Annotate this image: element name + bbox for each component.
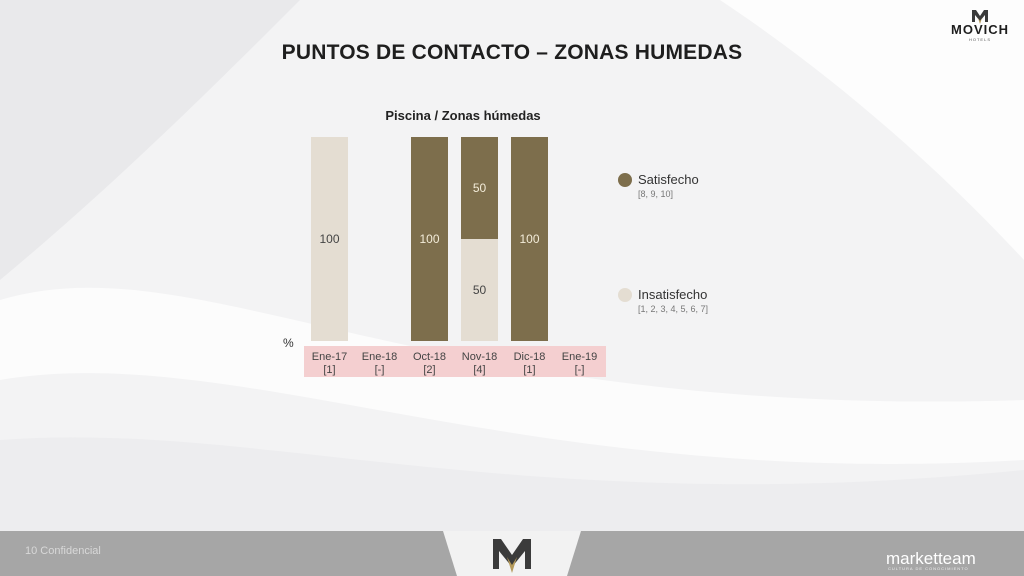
legend-range-satisfecho: [8, 9, 10] <box>638 189 674 199</box>
tick-count-ene-19: [-] <box>575 364 585 376</box>
legend-range-insatisfecho: [1, 2, 3, 4, 5, 6, 7] <box>638 304 709 314</box>
legend-swatch-insatisfecho <box>618 288 632 302</box>
footer-logo-icon <box>443 531 581 576</box>
tick-count-oct-18: [2] <box>423 364 435 376</box>
footer-page-text: 10 Confidencial <box>25 545 101 557</box>
data-label-insatisfecho-ene-17: 100 <box>319 232 339 246</box>
legend-label-insatisfecho: Insatisfecho <box>638 287 708 302</box>
logo-name: MOVICH <box>951 22 1009 37</box>
tick-label-oct-18: Oct-18 <box>413 351 446 363</box>
bar-satisfecho-oct-18 <box>411 137 448 341</box>
chart-title: Piscina / Zonas húmedas <box>385 108 541 123</box>
tick-count-dic-18: [1] <box>523 364 535 376</box>
category-band <box>304 346 606 377</box>
bar-satisfecho-nov-18 <box>461 137 498 239</box>
footer-brand: marketteam <box>886 549 976 568</box>
data-label-insatisfecho-nov-18: 50 <box>473 283 487 297</box>
footer-brand-sub: CULTURA DE CONOCIMIENTO <box>888 566 969 571</box>
bar-insatisfecho-ene-17 <box>311 137 348 341</box>
tick-label-ene-18: Ene-18 <box>362 351 397 363</box>
data-label-satisfecho-nov-18: 50 <box>473 181 487 195</box>
tick-count-ene-18: [-] <box>375 364 385 376</box>
y-axis-label: % <box>283 336 294 350</box>
bar-satisfecho-dic-18 <box>511 137 548 341</box>
data-label-satisfecho-dic-18: 100 <box>519 232 539 246</box>
logo-sub: HOTELS <box>968 37 991 42</box>
legend-swatch-satisfecho <box>618 173 632 187</box>
tick-count-ene-17: [1] <box>323 364 335 376</box>
page-title: PUNTOS DE CONTACTO – ZONAS HUMEDAS <box>281 41 743 64</box>
tick-count-nov-18: [4] <box>473 364 485 376</box>
tick-label-ene-19: Ene-19 <box>562 351 597 363</box>
tick-label-dic-18: Dic-18 <box>514 351 546 363</box>
data-label-satisfecho-oct-18: 100 <box>419 232 439 246</box>
movich-logo-icon <box>972 10 988 24</box>
tick-label-ene-17: Ene-17 <box>312 351 347 363</box>
tick-label-nov-18: Nov-18 <box>462 351 497 363</box>
bar-insatisfecho-nov-18 <box>461 239 498 341</box>
legend-label-satisfecho: Satisfecho <box>638 172 699 187</box>
